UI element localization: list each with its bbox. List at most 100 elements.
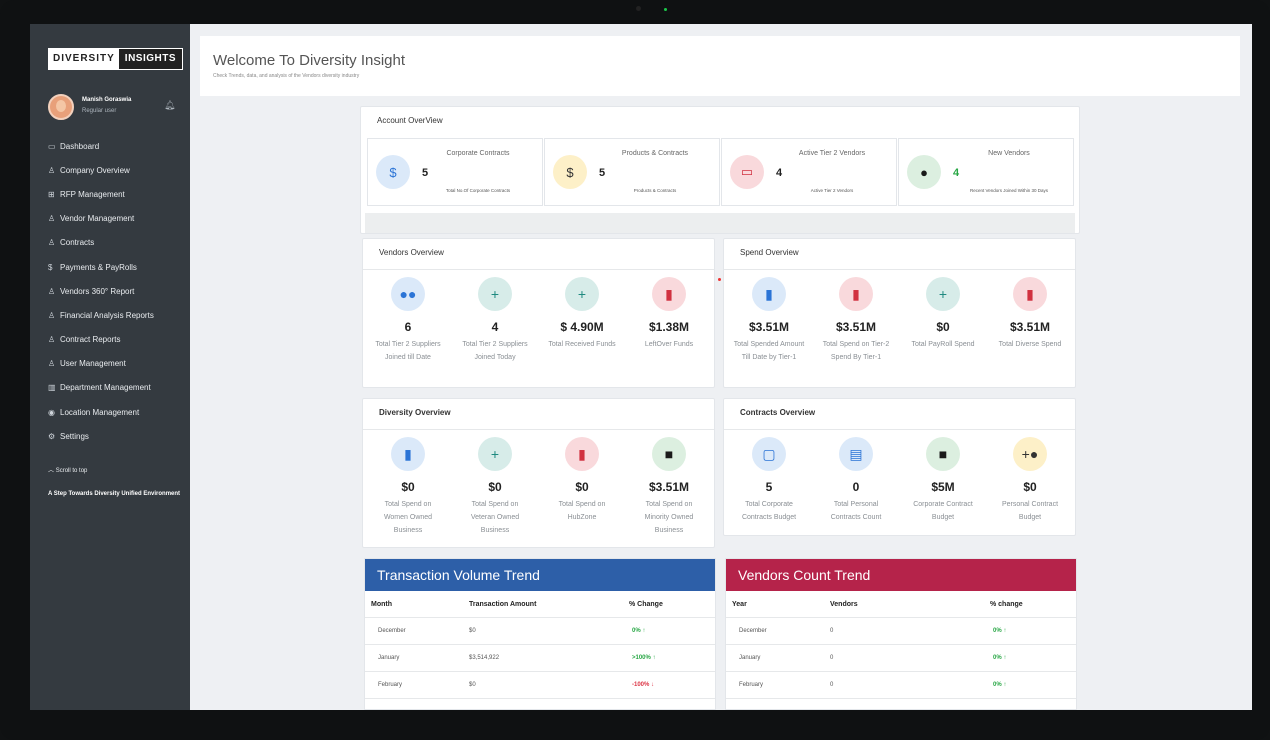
spend-stat: ▮ $3.51M Total Spend on Tier-2 Spend By Ti… bbox=[816, 277, 896, 364]
table-header-row: Year Vendors % change bbox=[726, 591, 1076, 618]
sidebar-item-department-management[interactable]: ▥ Department Management bbox=[48, 376, 188, 400]
spend-stat-label: Total Spended Amount Till Date by Tier-1 bbox=[733, 341, 805, 361]
vendors-stat-value: 6 bbox=[404, 320, 412, 334]
sidebar-item-dashboard[interactable]: ▭ Dashboard bbox=[48, 134, 188, 158]
contracts-stat-value: $0 bbox=[1023, 480, 1037, 494]
contracts-stat-label: Total Corporate Contracts Budget bbox=[741, 501, 797, 521]
bell-icon[interactable]: 🔔︎ bbox=[164, 100, 176, 110]
sidebar-item-vendors-360-report[interactable]: ♙ Vendors 360° Report bbox=[48, 279, 188, 303]
transaction-volume-trend-table: Transaction Volume Trend Month Transaction… bbox=[364, 558, 716, 710]
user-name: Manish Goraswia bbox=[82, 97, 132, 103]
column-header: Year bbox=[732, 601, 747, 608]
vendors-count-trend-table: Vendors Count Trend Year Vendors % change De… bbox=[725, 558, 1077, 710]
contracts-stat-value: $5M bbox=[931, 480, 955, 494]
sidebar-item-rfp-management[interactable]: ⊞ RFP Management bbox=[48, 182, 188, 206]
user-icon: ♙ bbox=[48, 359, 56, 369]
user-profile[interactable]: Manish Goraswia Regular user 🔔︎ bbox=[48, 94, 178, 120]
sidebar-item-label: Vendors 360° Report bbox=[60, 286, 135, 296]
user-icon: ♙ bbox=[48, 238, 56, 248]
gear-icon: ⚙︎ bbox=[48, 431, 56, 441]
table-cell: 0% ↑ bbox=[993, 682, 1007, 688]
table-cell: 0% ↑ bbox=[993, 655, 1007, 661]
sidebar-item-label: Department Management bbox=[60, 383, 151, 393]
spend-stat: ▮ $3.51M Total Diverse Spend bbox=[990, 277, 1070, 351]
spend-stat: + $0 Total PayRoll Spend bbox=[903, 277, 983, 351]
table-row: January 0 0% ↑ bbox=[726, 645, 1076, 672]
table-cell: January bbox=[739, 655, 761, 661]
sidebar-item-location-management[interactable]: ◉ Location Management bbox=[48, 400, 188, 424]
divider bbox=[724, 429, 1075, 430]
logo-text-right: INSIGHTS bbox=[118, 49, 183, 69]
sidebar-item-label: Dashboard bbox=[60, 141, 100, 151]
sidebar-item-settings[interactable]: ⚙︎ Settings bbox=[48, 424, 188, 448]
diversity-stat-value: $0 bbox=[488, 480, 502, 494]
table-cell: 0 bbox=[830, 682, 834, 688]
account-stat-box[interactable]: $ Products & Contracts 5 Products & Contrac… bbox=[544, 138, 720, 206]
table-cell: December bbox=[378, 628, 406, 634]
vendors-overview-title: Vendors Overview bbox=[379, 248, 444, 257]
scroll-to-top-link[interactable]: ︿ Scroll to top bbox=[48, 465, 87, 474]
table-cell: 0% ↑ bbox=[632, 628, 646, 634]
money-hand-icon: $ bbox=[553, 155, 587, 189]
account-stat-subtext: Active Tier 2 Vendors bbox=[810, 188, 854, 193]
table-header-row: Month Transaction Amount % Change bbox=[365, 591, 715, 618]
indicator-dot bbox=[718, 278, 721, 281]
brand-logo[interactable]: DIVERSITY INSIGHTS bbox=[48, 48, 184, 70]
divider bbox=[724, 269, 1075, 270]
money-hand-icon: $ bbox=[376, 155, 410, 189]
account-stat-subtext: Products & Contracts bbox=[633, 188, 677, 193]
sidebar: DIVERSITY INSIGHTS Manish Goraswia Regul… bbox=[30, 24, 190, 710]
account-stat-value: 5 bbox=[599, 167, 606, 179]
table-cell: >100% ↑ bbox=[632, 655, 656, 661]
user-icon: ♙ bbox=[48, 165, 56, 175]
diversity-stat: ▮ $0 Total Spend on HubZone bbox=[542, 437, 622, 524]
account-stat-label: New Vendors bbox=[988, 150, 1030, 157]
vendors-stat-label: Total Tier 2 Suppliers Joined till Date bbox=[375, 341, 441, 361]
account-stat-box[interactable]: ▭ Active Tier 2 Vendors 4 Active Tier 2 Ven… bbox=[721, 138, 897, 206]
account-stat-box[interactable]: $ Corporate Contracts 5 Total No.Of Corpora… bbox=[367, 138, 543, 206]
column-header: % Change bbox=[629, 601, 663, 608]
spend-stat-value: $0 bbox=[936, 320, 950, 334]
table-cell: 0 bbox=[830, 655, 834, 661]
file-icon: ▮ bbox=[1013, 277, 1047, 311]
spend-stat-label: Total Spend on Tier-2 Spend By Tier-1 bbox=[822, 341, 890, 361]
page-title: Welcome To Diversity Insight bbox=[213, 52, 406, 69]
contracts-stat: ■ $5M Corporate Contract Budget bbox=[903, 437, 983, 524]
app-screen: DIVERSITY INSIGHTS Manish Goraswia Regul… bbox=[30, 24, 1252, 710]
camera-led bbox=[664, 8, 667, 11]
sidebar-item-financial-analysis-reports[interactable]: ♙ Financial Analysis Reports bbox=[48, 303, 188, 327]
diversity-stat-label: Total Spend on Veteran Owned Business bbox=[470, 501, 520, 534]
contracts-stat: +● $0 Personal Contract Budget bbox=[990, 437, 1070, 524]
contracts-stat-value: 5 bbox=[765, 480, 773, 494]
account-stat-value: 4 bbox=[953, 167, 960, 179]
account-stat-box[interactable]: ● New Vendors 4 Recent Vendors Joined Withi… bbox=[898, 138, 1074, 206]
user-icon: ● bbox=[907, 155, 941, 189]
sidebar-item-contract-reports[interactable]: ♙ Contract Reports bbox=[48, 328, 188, 352]
sidebar-item-label: Settings bbox=[60, 431, 89, 441]
camera bbox=[636, 6, 641, 11]
users-icon: ●● bbox=[391, 277, 425, 311]
table-cell: February bbox=[739, 682, 764, 688]
account-stat-subtext: Recent Vendors Joined Within 30 Days bbox=[969, 188, 1049, 193]
table-row: February $0 -100% ↓ bbox=[365, 672, 715, 699]
sidebar-item-vendor-management[interactable]: ♙ Vendor Management bbox=[48, 207, 188, 231]
spend-stat-value: $3.51M bbox=[748, 320, 790, 334]
sidebar-item-payments-payrolls[interactable]: $ Payments & PayRolls bbox=[48, 255, 188, 279]
user-plus-icon: + bbox=[478, 437, 512, 471]
vendors-stat-value: $1.38M bbox=[648, 320, 690, 334]
table-cell: December bbox=[739, 628, 767, 634]
user-icon: ♙ bbox=[48, 286, 56, 296]
spend-stat-value: $3.51M bbox=[835, 320, 877, 334]
contracts-stat-label: Personal Contract Budget bbox=[1001, 501, 1059, 521]
sidebar-item-user-management[interactable]: ♙ User Management bbox=[48, 352, 188, 376]
sidebar-item-company-overview[interactable]: ♙ Company Overview bbox=[48, 158, 188, 182]
diversity-stat-value: $3.51M bbox=[648, 480, 690, 494]
file-icon: ▮ bbox=[565, 437, 599, 471]
diversity-stat-label: Total Spend on HubZone bbox=[558, 501, 606, 521]
sidebar-item-contracts[interactable]: ♙ Contracts bbox=[48, 231, 188, 255]
vendors-stat-label: Total Received Funds bbox=[548, 341, 616, 348]
diversity-stat-label: Total Spend on Women Owned Business bbox=[383, 501, 433, 534]
account-stat-label: Products & Contracts bbox=[621, 150, 689, 157]
dollar-icon: $ bbox=[48, 262, 53, 272]
sidebar-item-label: Vendor Management bbox=[60, 214, 135, 224]
